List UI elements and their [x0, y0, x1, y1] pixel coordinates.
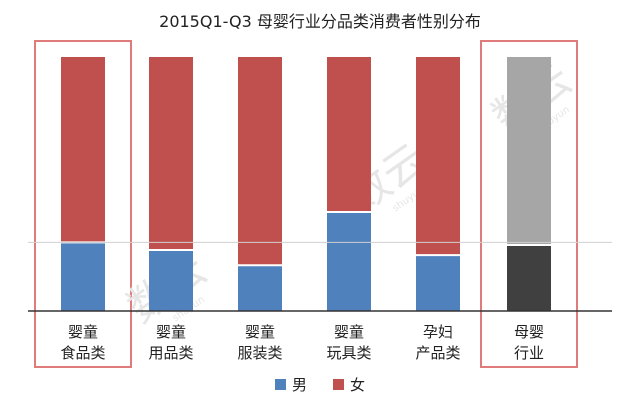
- legend-label: 女: [350, 376, 366, 394]
- x-tick-label-line: 孕妇: [422, 323, 453, 341]
- x-tick-label-line: 婴童: [244, 323, 275, 341]
- x-tick-label-line: 食品类: [60, 344, 106, 362]
- bar-male-4: [416, 255, 460, 311]
- bar-male-5: [507, 244, 551, 311]
- bar-male-2: [238, 265, 282, 311]
- x-tick-label: 婴童 食品类: [38, 322, 128, 364]
- bar-female-4: [416, 57, 460, 256]
- legend-swatch: [274, 379, 286, 390]
- legend: 男女: [0, 374, 640, 395]
- x-tick-label-line: 行业: [513, 344, 544, 362]
- bar-female-5: [507, 57, 551, 245]
- x-tick-label-line: 母婴: [513, 323, 544, 341]
- legend-item: 男: [274, 374, 307, 395]
- x-tick-label: 婴童 服装类: [215, 322, 305, 364]
- x-tick-label-line: 用品类: [148, 344, 194, 362]
- bar-male-0: [61, 242, 105, 311]
- legend-swatch: [333, 379, 344, 390]
- x-tick-label: 婴童 用品类: [126, 322, 216, 364]
- highlight-box-0: [34, 40, 132, 368]
- bar-female-2: [238, 57, 282, 266]
- x-tick-label-line: 婴童: [333, 323, 364, 341]
- x-tick-label-line: 婴童: [155, 323, 186, 341]
- x-tick-label: 母婴 行业: [484, 322, 574, 364]
- highlight-box-1: [480, 40, 578, 368]
- x-tick-label-line: 婴童: [67, 323, 98, 341]
- bar-female-1: [149, 57, 193, 251]
- legend-label: 男: [291, 376, 307, 394]
- x-tick-label: 孕妇 产品类: [393, 322, 483, 364]
- bar-female-0: [61, 57, 105, 243]
- bar-female-3: [327, 57, 371, 212]
- x-tick-label-line: 玩具类: [326, 344, 372, 362]
- x-tick-label-line: 服装类: [237, 344, 283, 362]
- bar-male-1: [149, 250, 193, 311]
- x-tick-label: 婴童 玩具类: [304, 322, 394, 364]
- chart-title: 2015Q1-Q3 母婴行业分品类消费者性别分布: [159, 12, 481, 31]
- bar-male-3: [327, 211, 371, 311]
- x-tick-label-line: 产品类: [415, 344, 461, 362]
- legend-item: 女: [333, 374, 365, 395]
